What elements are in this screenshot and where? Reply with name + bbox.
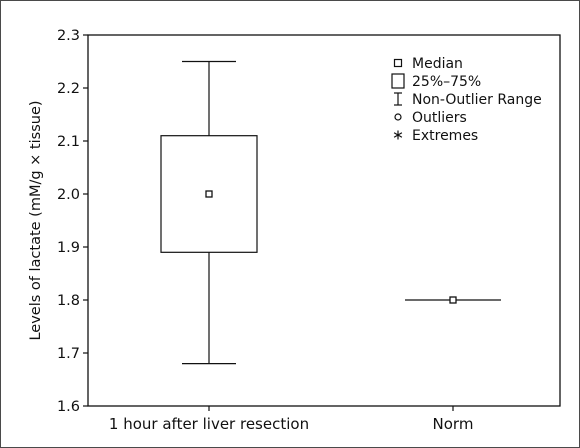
y-tick-label: 2.1 [57, 134, 80, 150]
y-tick-label: 1.8 [57, 293, 80, 309]
box-symbol-icon [391, 73, 405, 89]
y-tick-label: 1.6 [57, 399, 80, 415]
median-marker [449, 296, 457, 304]
median-marker [205, 190, 213, 198]
x-axis: 1 hour after liver resection Norm [109, 406, 474, 433]
range-symbol-icon [394, 92, 402, 106]
x-tick-label: 1 hour after liver resection [109, 415, 309, 433]
box-group [160, 60, 258, 365]
plot-area [87, 34, 561, 407]
extreme-symbol-icon [393, 130, 403, 140]
y-axis: 1.6 1.7 1.8 1.9 2.0 2.1 2.2 2.3 [57, 28, 88, 415]
median-symbol-icon [393, 58, 403, 68]
x-tick-label: Norm [433, 415, 474, 433]
legend-label: Outliers [412, 110, 467, 126]
boxes [160, 60, 501, 365]
legend-label: Non-Outlier Range [412, 92, 542, 108]
y-tick-label: 2.3 [57, 28, 80, 44]
legend: Median 25%–75% Non-Outlier Range Outliers Ex… [391, 56, 542, 144]
y-tick-label: 1.7 [57, 346, 80, 362]
legend-label: 25%–75% [412, 74, 481, 90]
y-tick-label: 2.2 [57, 81, 80, 97]
y-tick-label: 1.9 [57, 240, 80, 256]
legend-label: Median [412, 56, 463, 72]
box-group [405, 296, 501, 304]
y-axis-label: Levels of lactate (mM/g × tissue) [28, 100, 44, 340]
legend-label: Extremes [412, 128, 478, 144]
outlier-symbol-icon [394, 113, 402, 121]
y-tick-label: 2.0 [57, 187, 80, 203]
